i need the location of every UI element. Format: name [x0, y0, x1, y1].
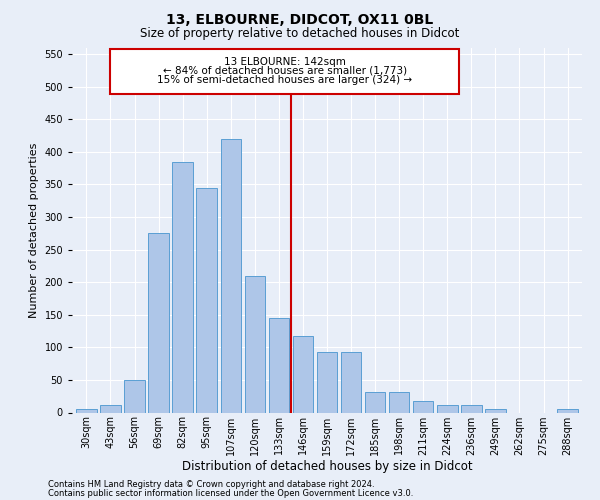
Text: 13, ELBOURNE, DIDCOT, OX11 0BL: 13, ELBOURNE, DIDCOT, OX11 0BL	[166, 12, 434, 26]
Bar	[413, 401, 433, 412]
Text: Contains public sector information licensed under the Open Government Licence v3: Contains public sector information licen…	[48, 488, 413, 498]
Y-axis label: Number of detached properties: Number of detached properties	[29, 142, 39, 318]
Bar	[485, 409, 506, 412]
Bar	[365, 392, 385, 412]
Bar	[557, 409, 578, 412]
Bar	[389, 392, 409, 412]
Text: 15% of semi-detached houses are larger (324) →: 15% of semi-detached houses are larger (…	[157, 75, 412, 85]
X-axis label: Distribution of detached houses by size in Didcot: Distribution of detached houses by size …	[182, 460, 472, 473]
Bar	[148, 234, 169, 412]
Bar	[341, 352, 361, 412]
Text: 13 ELBOURNE: 142sqm: 13 ELBOURNE: 142sqm	[224, 56, 346, 66]
Bar	[269, 318, 289, 412]
Bar	[317, 352, 337, 412]
Text: Contains HM Land Registry data © Crown copyright and database right 2024.: Contains HM Land Registry data © Crown c…	[48, 480, 374, 489]
Bar	[172, 162, 193, 412]
Bar	[221, 138, 241, 412]
Bar	[196, 188, 217, 412]
Bar	[461, 404, 482, 412]
Text: ← 84% of detached houses are smaller (1,773): ← 84% of detached houses are smaller (1,…	[163, 66, 407, 76]
Bar	[110, 49, 460, 94]
Bar	[437, 404, 458, 412]
Bar	[124, 380, 145, 412]
Bar	[245, 276, 265, 412]
Bar	[76, 409, 97, 412]
Bar	[100, 404, 121, 412]
Text: Size of property relative to detached houses in Didcot: Size of property relative to detached ho…	[140, 28, 460, 40]
Bar	[293, 336, 313, 412]
